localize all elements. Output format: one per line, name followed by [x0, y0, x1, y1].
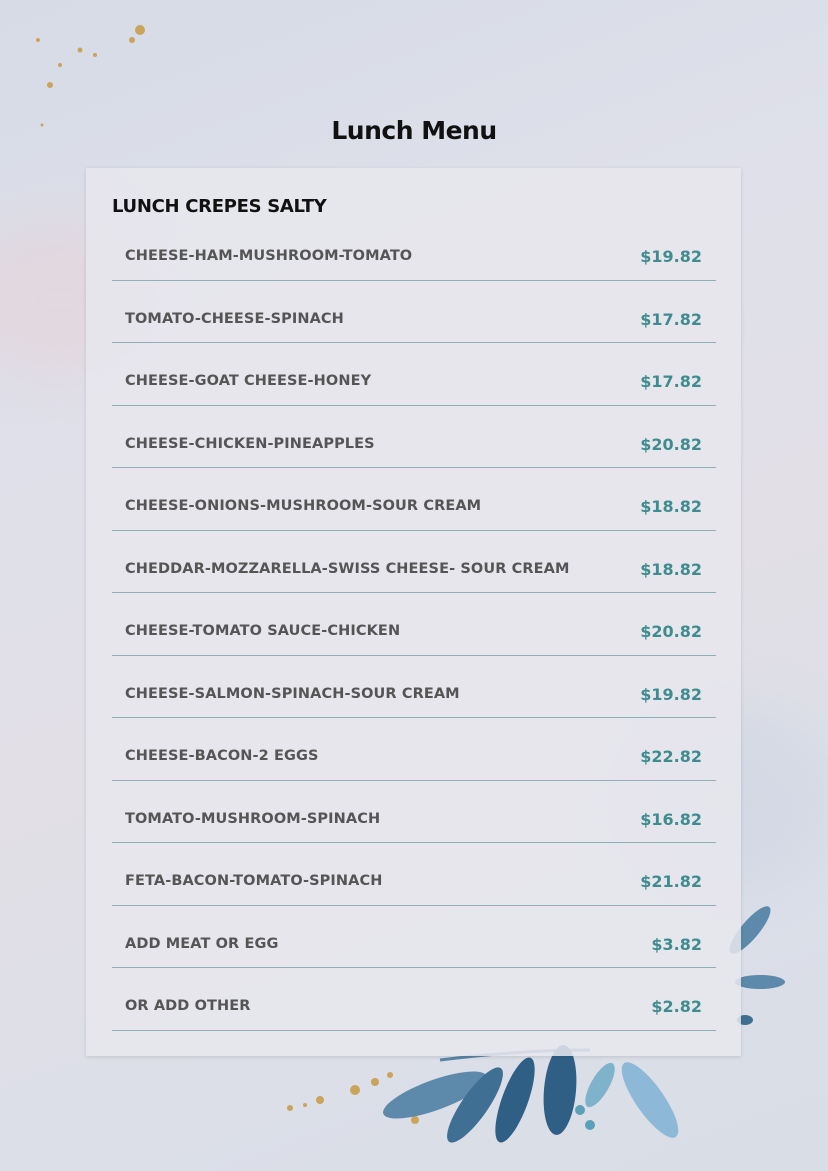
menu-item-price: $21.82 — [640, 872, 702, 891]
menu-item-list: CHEESE-HAM-MUSHROOM-TOMATO $19.82 TOMATO-… — [112, 218, 716, 1031]
menu-item: OR ADD OTHER $2.82 — [112, 968, 716, 1031]
menu-item: TOMATO-CHEESE-SPINACH $17.82 — [112, 281, 716, 343]
menu-item: CHEESE-SALMON-SPINACH-SOUR CREAM $19.82 — [112, 656, 716, 718]
watercolor-leaves-decoration — [287, 906, 785, 1143]
menu-item-price: $20.82 — [640, 434, 702, 454]
menu-item-name: CHEESE-CHICKEN-PINEAPPLES — [125, 435, 375, 452]
menu-item-name: TOMATO-MUSHROOM-SPINACH — [125, 810, 381, 827]
section-heading: LUNCH CREPES SALTY — [112, 196, 327, 217]
menu-item-price: $2.82 — [651, 997, 702, 1016]
menu-item-price: $17.82 — [640, 372, 702, 391]
menu-item: TOMATO-MUSHROOM-SPINACH $16.82 — [112, 781, 716, 843]
page-title: Lunch Menu — [331, 116, 497, 145]
menu-item: FETA-BACON-TOMATO-SPINACH $21.82 — [112, 843, 716, 906]
menu-item: CHEESE-ONIONS-MUSHROOM-SOUR CREAM $18.82 — [112, 468, 716, 531]
menu-item: CHEESE-BACON-2 EGGS $22.82 — [112, 718, 716, 781]
gold-flecks-decoration — [36, 25, 145, 127]
menu-item: CHEESE-GOAT CHEESE-HONEY $17.82 — [112, 343, 716, 406]
menu-item-name: OR ADD OTHER — [125, 998, 251, 1014]
menu-item-name: CHEESE-BACON-2 EGGS — [125, 748, 319, 764]
menu-item: CHEESE-TOMATO SAUCE-CHICKEN $20.82 — [112, 593, 716, 656]
menu-item-name: FETA-BACON-TOMATO-SPINACH — [125, 873, 383, 889]
menu-card: LUNCH CREPES SALTY CHEESE-HAM-MUSHROOM-T… — [86, 168, 741, 1056]
menu-item-price: $18.82 — [640, 497, 702, 516]
menu-item-name: TOMATO-CHEESE-SPINACH — [125, 310, 344, 327]
menu-item-name: CHEESE-ONIONS-MUSHROOM-SOUR CREAM — [125, 498, 482, 514]
menu-item-price: $20.82 — [640, 622, 702, 641]
menu-item-name: CHEESE-GOAT CHEESE-HONEY — [125, 373, 372, 389]
menu-item-name: CHEDDAR-MOZZARELLA-SWISS CHEESE- SOUR CR… — [125, 560, 570, 577]
menu-item-price: $16.82 — [640, 809, 702, 829]
menu-item-price: $17.82 — [640, 309, 702, 329]
menu-item-price: $18.82 — [640, 559, 702, 579]
menu-item-name: CHEESE-TOMATO SAUCE-CHICKEN — [125, 623, 401, 639]
menu-item-price: $19.82 — [640, 247, 702, 266]
menu-item-name: CHEESE-SALMON-SPINACH-SOUR CREAM — [125, 685, 460, 702]
menu-item: CHEESE-HAM-MUSHROOM-TOMATO $19.82 — [112, 218, 716, 281]
menu-item-name: ADD MEAT OR EGG — [125, 935, 279, 952]
menu-item-name: CHEESE-HAM-MUSHROOM-TOMATO — [125, 248, 413, 264]
menu-item-price: $3.82 — [651, 934, 702, 954]
menu-item: ADD MEAT OR EGG $3.82 — [112, 906, 716, 968]
menu-item: CHEDDAR-MOZZARELLA-SWISS CHEESE- SOUR CR… — [112, 531, 716, 593]
menu-item-price: $22.82 — [640, 747, 702, 766]
menu-item: CHEESE-CHICKEN-PINEAPPLES $20.82 — [112, 406, 716, 468]
menu-item-price: $19.82 — [640, 684, 702, 704]
